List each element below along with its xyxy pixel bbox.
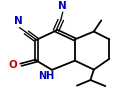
Text: O: O [8,60,17,70]
Text: NH: NH [38,71,55,81]
Text: N: N [14,16,23,26]
Text: N: N [58,1,67,11]
